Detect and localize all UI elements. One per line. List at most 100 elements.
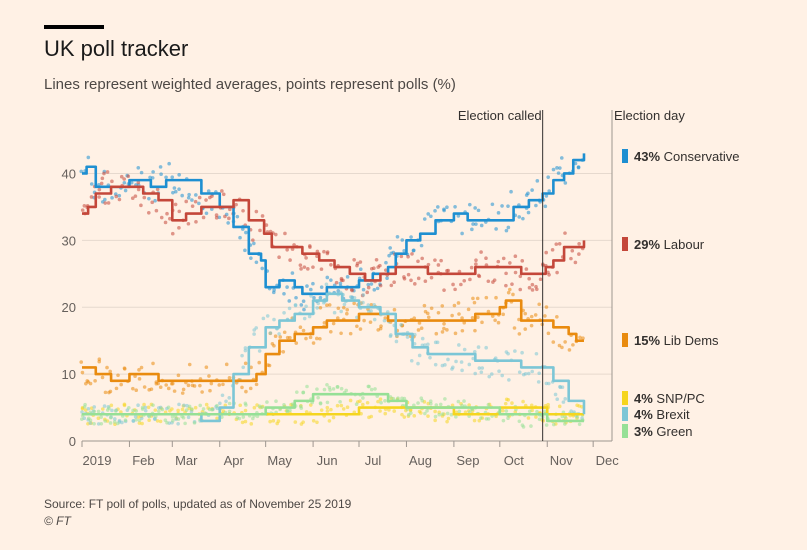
poll-point-conservative xyxy=(151,170,155,174)
poll-point-snp-pc xyxy=(345,405,350,410)
poll-point-lib-dems xyxy=(517,332,522,336)
poll-point-brexit xyxy=(92,405,97,409)
poll-point-snp-pc xyxy=(341,407,346,411)
average-lines xyxy=(82,153,586,423)
poll-point-labour xyxy=(99,181,104,186)
x-tick-label: Jul xyxy=(365,453,382,468)
poll-point-brexit xyxy=(454,359,458,364)
poll-point-green xyxy=(316,395,320,400)
poll-point-lib-dems xyxy=(176,373,181,378)
poll-point-lib-dems xyxy=(392,307,397,312)
poll-point-lib-dems xyxy=(523,311,528,316)
poll-point-lib-dems xyxy=(187,362,192,367)
poll-point-lib-dems xyxy=(470,315,475,320)
poll-point-green xyxy=(331,387,336,391)
poll-point-brexit xyxy=(224,399,228,404)
poll-point-conservative xyxy=(471,222,475,226)
poll-point-brexit xyxy=(348,295,353,299)
poll-point-conservative xyxy=(177,172,181,177)
poll-point-brexit xyxy=(405,335,410,339)
poll-point-green xyxy=(456,399,461,404)
poll-point-lib-dems xyxy=(339,331,343,336)
poll-point-lib-dems xyxy=(452,303,457,308)
poll-point-conservative xyxy=(294,295,298,300)
poll-point-snp-pc xyxy=(319,408,324,412)
poll-point-labour xyxy=(228,207,232,212)
average-line-brexit xyxy=(82,292,586,423)
poll-point-brexit xyxy=(240,353,244,358)
poll-point-green xyxy=(170,415,175,419)
poll-point-lib-dems xyxy=(248,386,253,391)
poll-point-green xyxy=(190,407,194,411)
poll-point-lib-dems xyxy=(436,311,441,315)
poll-point-conservative xyxy=(153,198,157,203)
poll-point-lib-dems xyxy=(335,316,340,320)
poll-point-brexit xyxy=(120,420,124,425)
poll-point-conservative xyxy=(534,203,538,208)
poll-point-brexit xyxy=(372,317,377,322)
poll-point-brexit xyxy=(506,351,510,356)
poll-point-lib-dems xyxy=(466,307,471,312)
poll-point-green xyxy=(140,407,145,411)
poll-point-lib-dems xyxy=(348,331,353,336)
poll-point-lib-dems xyxy=(563,340,567,344)
poll-point-green xyxy=(486,417,491,421)
poll-point-labour xyxy=(154,208,159,213)
poll-point-snp-pc xyxy=(315,420,319,425)
x-tick-label: Nov xyxy=(550,453,574,468)
poll-point-snp-pc xyxy=(304,410,309,414)
poll-point-labour xyxy=(311,265,315,269)
poll-point-lib-dems xyxy=(301,328,306,333)
poll-point-green xyxy=(443,397,447,401)
poll-point-snp-pc xyxy=(472,418,477,423)
poll-point-brexit xyxy=(243,346,248,350)
poll-point-labour xyxy=(168,216,172,221)
poll-point-green xyxy=(318,401,323,405)
poll-point-green xyxy=(366,384,371,389)
poll-point-lib-dems xyxy=(79,360,84,364)
poll-point-green xyxy=(560,414,565,419)
poll-point-conservative xyxy=(422,217,427,221)
poll-point-conservative xyxy=(117,193,122,198)
poll-point-lib-dems xyxy=(551,340,556,344)
poll-point-lib-dems xyxy=(425,311,430,316)
poll-point-lib-dems xyxy=(315,336,319,341)
poll-point-lib-dems xyxy=(137,377,142,381)
legend-label-labour: 29% Labour xyxy=(634,237,705,252)
poll-point-labour xyxy=(197,195,202,200)
poll-point-snp-pc xyxy=(137,421,142,425)
poll-point-labour xyxy=(420,256,424,261)
poll-point-green xyxy=(251,416,255,421)
poll-point-green xyxy=(123,418,128,423)
poll-point-snp-pc xyxy=(445,419,449,424)
poll-point-conservative xyxy=(197,201,201,206)
poll-point-green xyxy=(305,384,309,389)
poll-point-brexit xyxy=(316,301,321,306)
poll-point-conservative xyxy=(473,206,477,210)
poll-point-lib-dems xyxy=(329,329,333,334)
poll-point-conservative xyxy=(147,196,151,201)
poll-point-green xyxy=(361,396,365,400)
poll-point-labour xyxy=(306,267,310,271)
poll-point-snp-pc xyxy=(215,416,219,421)
poll-point-conservative xyxy=(150,176,155,180)
poll-point-conservative xyxy=(187,192,191,197)
poll-point-lib-dems xyxy=(249,365,253,370)
poll-point-lib-dems xyxy=(100,375,105,380)
poll-point-green xyxy=(241,415,246,419)
poll-point-brexit xyxy=(361,293,366,297)
poll-point-lib-dems xyxy=(114,386,119,391)
poll-point-green xyxy=(187,404,192,409)
poll-point-snp-pc xyxy=(249,422,254,426)
poll-point-brexit xyxy=(484,345,488,350)
poll-point-lib-dems xyxy=(169,381,174,386)
poll-point-snp-pc xyxy=(358,399,362,403)
poll-point-green xyxy=(454,415,458,419)
poll-point-snp-pc xyxy=(402,415,407,419)
poll-point-green xyxy=(92,422,96,426)
poll-point-green xyxy=(176,417,181,421)
poll-point-lib-dems xyxy=(227,376,232,380)
poll-point-conservative xyxy=(384,260,388,265)
poll-point-lib-dems xyxy=(460,328,465,333)
gridlines xyxy=(82,172,612,442)
